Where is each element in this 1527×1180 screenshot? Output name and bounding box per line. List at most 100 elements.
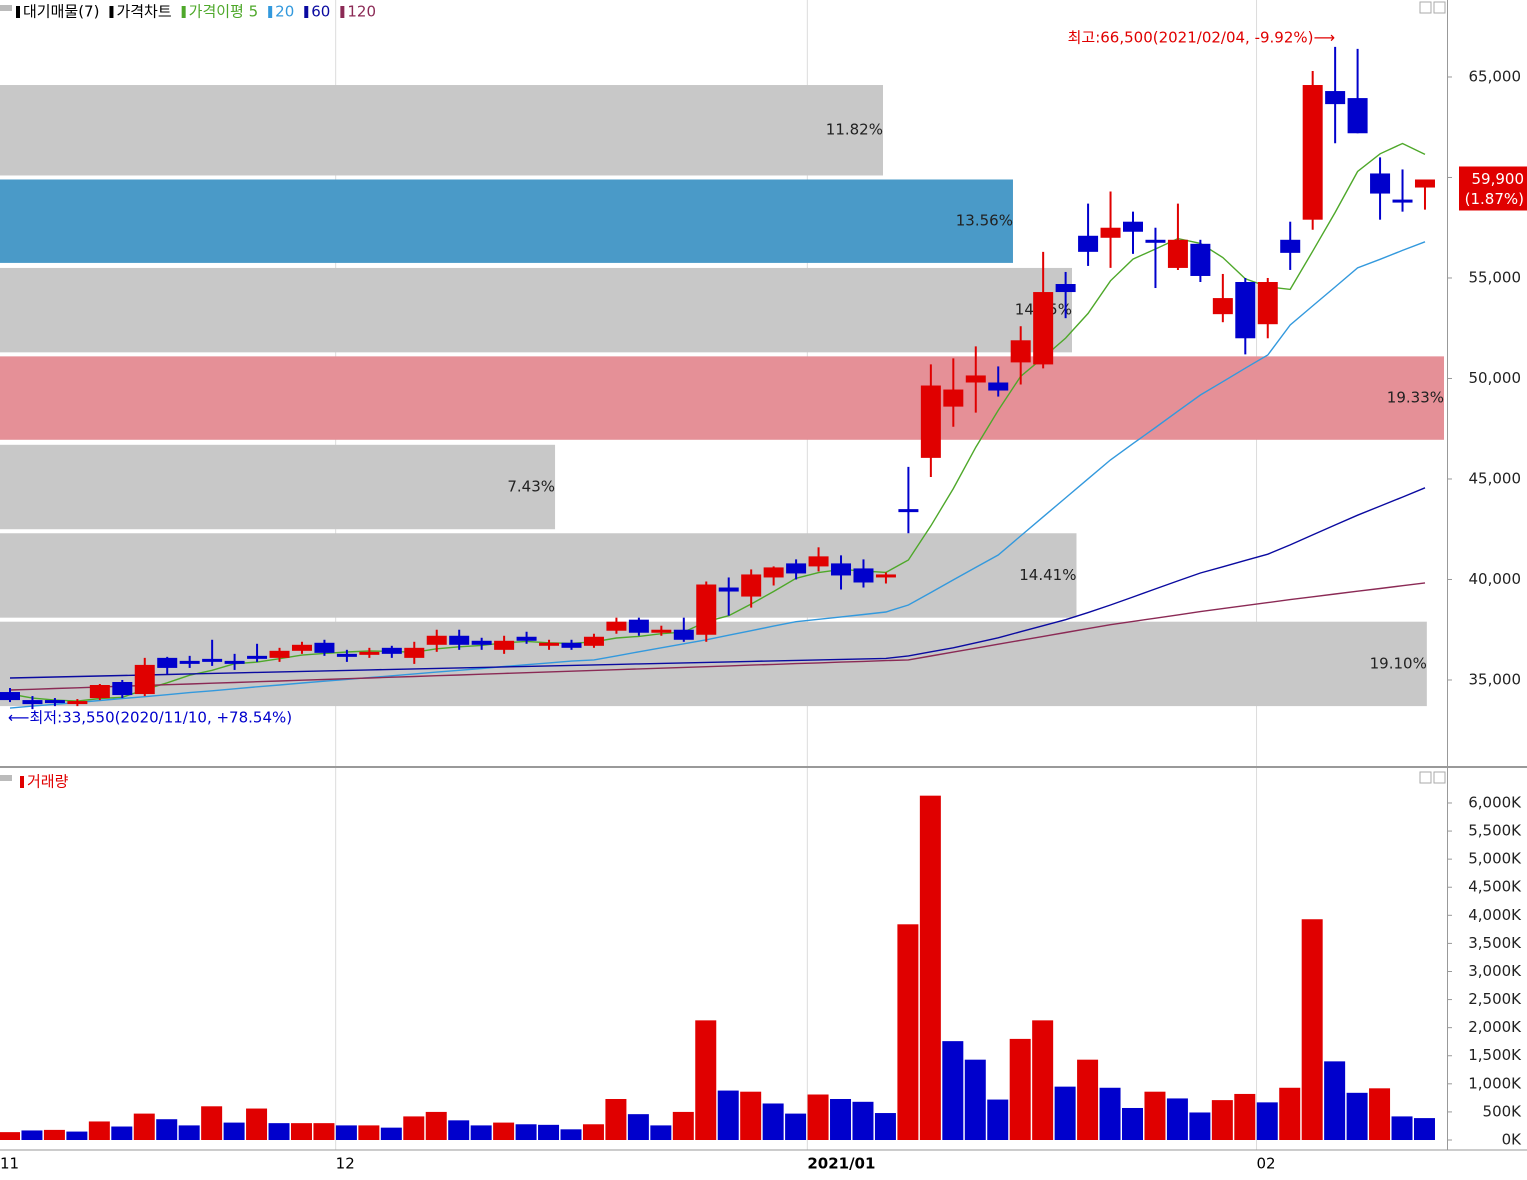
legend-label: 20 [275,3,294,21]
y-tick-label: 6,000K [1468,793,1522,811]
volume-bar [156,1119,178,1141]
volume-bar [695,1020,717,1141]
candle-body [539,642,560,646]
candle-body [1167,239,1188,268]
x-tick-label: 2021/01 [807,1155,875,1173]
volume-profile-bar [0,356,1445,440]
legend-marker [181,6,186,18]
candle-body [1280,239,1301,253]
volume-bar [1346,1092,1368,1141]
candle-body [202,658,223,662]
x-tick-label: 02 [1257,1155,1276,1173]
volume-bar [111,1126,133,1141]
candle-body [1414,179,1435,188]
volume-bar [493,1122,515,1141]
candle-body [808,556,829,567]
candle-body [1078,235,1099,252]
volume-bar [358,1125,380,1141]
legend-marker [20,776,24,788]
candle-body [179,660,200,664]
candle-body [471,640,492,645]
candle-body [763,567,784,578]
candle-body [22,700,43,705]
volume-bar [538,1124,560,1141]
volume-bar [762,1103,784,1141]
candle-body [1392,199,1413,203]
volume-profile-label: 11.82% [826,121,883,139]
candle-body [853,568,874,583]
candle-body [718,587,739,592]
legend-marker [16,6,20,18]
candle-body [831,563,852,576]
volume-bar [1032,1020,1054,1141]
candle-body [1010,340,1031,363]
volume-profile-bar [0,444,556,530]
volume-bar [403,1116,425,1141]
y-tick-label: 40,000 [1469,570,1522,588]
volume-bar [268,1123,290,1141]
candle-body [1055,284,1076,293]
candle-body [112,681,133,696]
candle-body [786,563,807,574]
candle-body [988,382,1009,391]
volume-bar [178,1125,200,1141]
minimize-button[interactable] [1419,1,1432,14]
y-tick-label: 5,000K [1468,850,1522,868]
volume-bar [1324,1061,1346,1141]
y-tick-label: 50,000 [1469,369,1522,387]
minimize-button[interactable] [1419,771,1432,784]
moving-average-line [9,582,1426,691]
panel-icon [0,775,12,781]
volume-profile-bar [0,85,883,176]
y-tick-label: 35,000 [1469,670,1522,688]
candle-body [920,385,941,458]
candle-body [561,642,582,648]
volume-bar [1009,1038,1031,1141]
candle-body [1235,282,1256,339]
candle-body [696,584,717,635]
plot: 11.82%13.56%14.35%19.33%7.43%14.41%19.10… [0,46,1445,1141]
volume-profile-label: 14.41% [1019,566,1076,584]
legend-label: 120 [347,3,376,21]
volume-profile-bar [0,267,1072,353]
candle-body [628,619,649,633]
candle-body [875,574,896,578]
last-price-box [1459,166,1527,211]
volume-bar [1234,1093,1256,1141]
candle-body [67,701,88,705]
y-tick-label: 1,500K [1468,1046,1522,1064]
candle-body [404,647,425,658]
candle-body [1212,298,1233,315]
x-tick-label: 12 [336,1155,355,1173]
volume-bar [246,1108,268,1141]
candle-body [606,621,627,631]
last-price-label: 59,900 [1472,170,1525,188]
candle-body [1033,292,1054,365]
candle-body [44,700,65,704]
candle-body [1347,98,1368,134]
legend-marker [304,6,309,18]
volume-bar [807,1094,829,1141]
volume-bar [1413,1118,1435,1141]
volume-bar [1391,1116,1413,1141]
volume-bar [1256,1102,1278,1141]
candle-body [89,685,110,699]
volume-bar [919,795,941,1141]
panel-icon [0,5,12,11]
close-button[interactable] [1433,771,1446,784]
y-tick-label: 45,000 [1469,469,1522,487]
close-button[interactable] [1433,1,1446,14]
candle-body [741,574,762,597]
volume-bar [560,1129,582,1141]
volume-profile-label: 13.56% [956,212,1013,230]
candle-body [516,636,537,641]
legend-marker [109,6,114,18]
volume-bar [987,1099,1009,1141]
volume-bar [785,1113,807,1141]
y-tick-label: 5,500K [1468,822,1522,840]
candle-body [1123,221,1143,232]
volume-bar [1122,1107,1143,1141]
candle-body [0,692,20,701]
volume-bar [43,1129,65,1141]
